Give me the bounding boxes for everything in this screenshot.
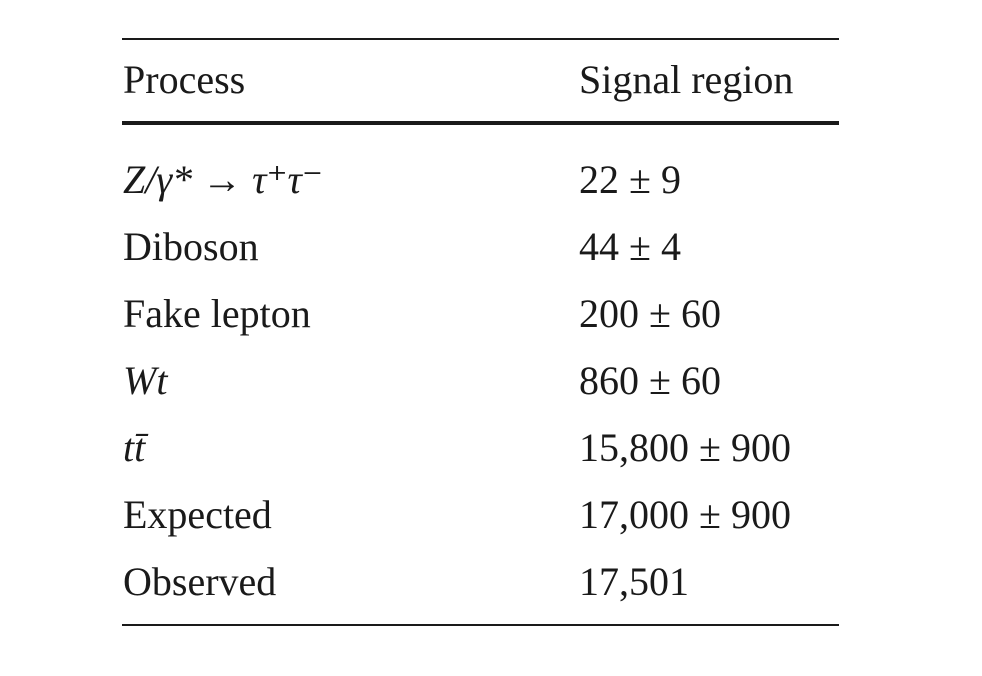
row-process-expected: Expected: [123, 492, 272, 537]
row-signal-ttbar: 15,800 ± 900: [579, 425, 791, 470]
row-signal-fake-lepton: 200 ± 60: [579, 291, 721, 336]
row-signal-wt: 860 ± 60: [579, 358, 721, 403]
row-process-wt: Wt: [123, 358, 168, 403]
header-rule: [122, 121, 839, 125]
row-process-ztautau: Z/γ* → τ⁺τ⁻: [123, 157, 323, 202]
row-process-fake-lepton: Fake lepton: [123, 291, 311, 336]
row-process-ttbar: tt̄: [123, 425, 146, 470]
row-process-diboson: Diboson: [123, 224, 259, 269]
row-signal-diboson: 44 ± 4: [579, 224, 681, 269]
row-signal-ztautau: 22 ± 9: [579, 157, 681, 202]
header-signal-region: Signal region: [579, 57, 794, 102]
header-process: Process: [123, 57, 246, 102]
row-signal-expected: 17,000 ± 900: [579, 492, 791, 537]
row-signal-observed: 17,501: [579, 559, 689, 604]
top-rule: [122, 38, 839, 40]
row-process-observed: Observed: [123, 559, 277, 604]
bottom-rule: [122, 624, 839, 626]
